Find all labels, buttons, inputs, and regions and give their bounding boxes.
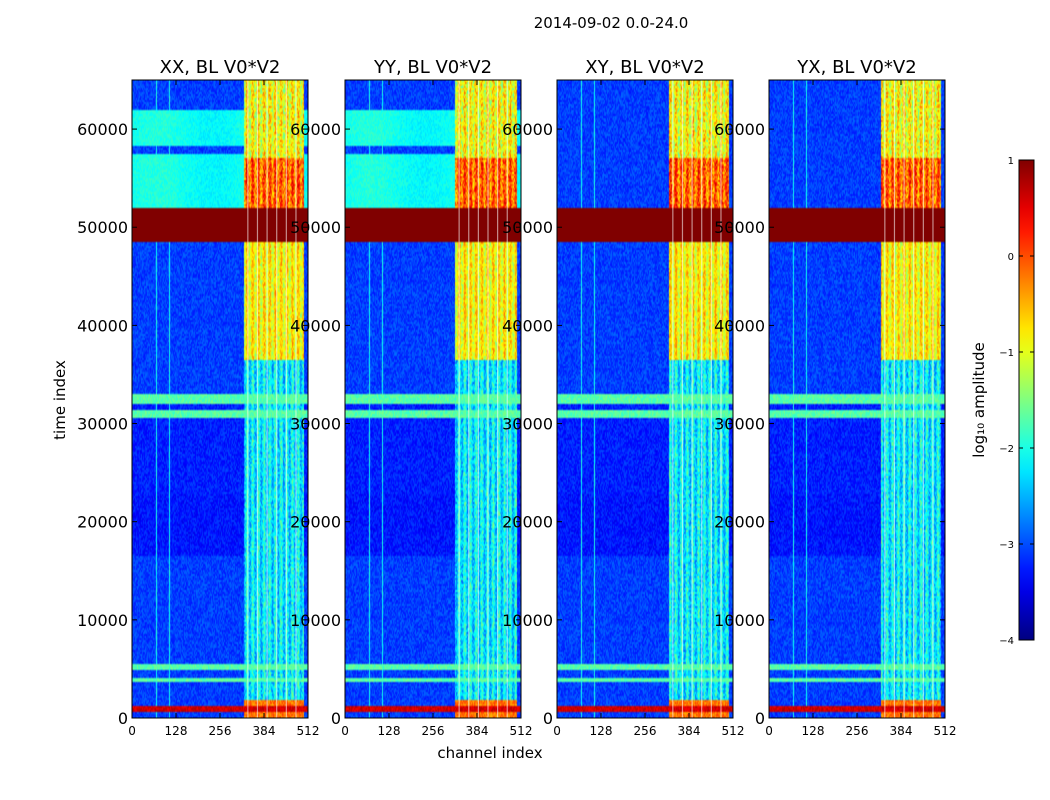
y-tick-label: 30000 [77,415,128,434]
colorbar-label: log₁₀ amplitude [970,342,988,457]
heatmap-cells [132,80,308,718]
y-tick-label: 30000 [714,415,765,434]
colorbar-tick-label: 1 [1008,156,1014,167]
heatmap-cells [769,80,945,718]
x-tick-label: 512 [510,724,533,738]
y-tick-label: 50000 [290,218,341,237]
y-tick-label: 10000 [77,611,128,630]
colorbar-tick-label: −3 [999,540,1014,551]
x-tick-label: 256 [634,724,657,738]
y-tick-label: 30000 [290,415,341,434]
y-tick-label: 10000 [714,611,765,630]
x-tick-label: 0 [765,724,773,738]
x-axis-label: channel index [437,744,542,762]
panel-title: XY, BL V0*V2 [585,57,704,78]
x-tick-label: 384 [466,724,489,738]
x-tick-label: 256 [846,724,869,738]
colorbar-tick-label: −1 [999,348,1014,359]
x-tick-label: 0 [128,724,136,738]
y-tick-label: 50000 [502,218,553,237]
figure-suptitle: 2014-09-02 0.0-24.0 [534,14,689,32]
y-tick-label: 60000 [77,120,128,139]
heatmap-panel-3: XY, BL V0*V2 0 128 256 384 512 0 10000 20000 3000… [502,57,744,738]
x-tick-label: 128 [590,724,613,738]
y-tick-label: 20000 [77,513,128,532]
y-tick-label: 20000 [714,513,765,532]
y-tick-label: 40000 [714,316,765,335]
x-tick-label: 384 [678,724,701,738]
y-tick-label: 40000 [502,316,553,335]
colorbar-tick-label: −4 [999,636,1014,647]
x-tick-label: 384 [253,724,276,738]
x-tick-label: 0 [341,724,349,738]
y-tick-label: 0 [118,709,128,728]
y-axis-label: time index [51,360,69,440]
y-tick-label: 10000 [502,611,553,630]
x-tick-label: 512 [934,724,957,738]
y-tick-label: 40000 [77,316,128,335]
x-tick-label: 128 [378,724,401,738]
heatmap-panel-2: YY, BL V0*V2 0 128 256 384 512 0 10000 20000 3000… [290,57,532,738]
y-tick-label: 50000 [714,218,765,237]
y-tick-label: 20000 [290,513,341,532]
x-tick-label: 512 [297,724,320,738]
y-tick-label: 40000 [290,316,341,335]
x-tick-label: 128 [802,724,825,738]
panel-title: XX, BL V0*V2 [160,57,281,78]
x-tick-label: 256 [209,724,232,738]
y-tick-label: 20000 [502,513,553,532]
heatmap-panel-4: YX, BL V0*V2 0 128 256 384 512 0 10000 20000 3000… [714,57,956,738]
panel-title: YY, BL V0*V2 [373,57,492,78]
y-tick-label: 60000 [714,120,765,139]
x-tick-label: 256 [422,724,445,738]
y-tick-label: 60000 [290,120,341,139]
y-tick-label: 0 [331,709,341,728]
colorbar-tick-label: 0 [1008,252,1014,263]
y-tick-label: 0 [543,709,553,728]
x-tick-label: 0 [553,724,561,738]
y-tick-label: 10000 [290,611,341,630]
y-tick-label: 50000 [77,218,128,237]
heatmap-panel-1: XX, BL V0*V2 0 128 256 384 512 0 10000 20000 3000… [77,57,319,738]
heatmap-cells [345,80,521,718]
x-tick-label: 128 [165,724,188,738]
x-tick-label: 384 [890,724,913,738]
colorbar-tick-label: −2 [999,444,1014,455]
heatmap-cells [557,80,733,718]
y-tick-label: 60000 [502,120,553,139]
y-tick-label: 0 [755,709,765,728]
y-tick-label: 30000 [502,415,553,434]
colorbar: 1 0 −1 −2 −3 −4 log₁₀ amplitude [970,156,1035,647]
panel-title: YX, BL V0*V2 [796,57,916,78]
x-tick-label: 512 [722,724,745,738]
colorbar-scale [1018,159,1035,641]
